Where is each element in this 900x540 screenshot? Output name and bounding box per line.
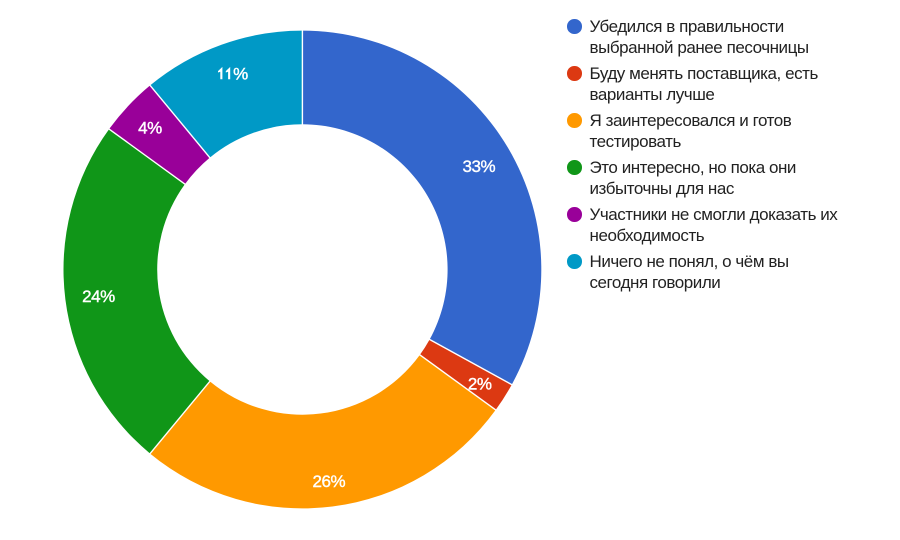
svg-text:33%: 33%	[463, 157, 496, 176]
svg-text:2%: 2%	[468, 374, 492, 393]
svg-text:4%: 4%	[138, 118, 162, 137]
svg-text:24%: 24%	[82, 287, 115, 306]
svg-text:26%: 26%	[313, 472, 346, 491]
svg-text:%: %	[233, 65, 248, 84]
